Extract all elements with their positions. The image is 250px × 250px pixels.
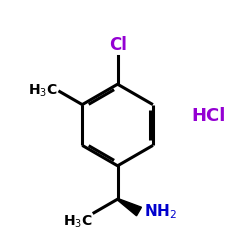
- Text: H$_3$C: H$_3$C: [28, 82, 57, 98]
- Text: Cl: Cl: [109, 36, 126, 54]
- Text: HCl: HCl: [192, 107, 226, 125]
- Polygon shape: [117, 198, 142, 216]
- Text: NH$_2$: NH$_2$: [144, 202, 178, 221]
- Text: H$_3$C: H$_3$C: [63, 214, 93, 230]
